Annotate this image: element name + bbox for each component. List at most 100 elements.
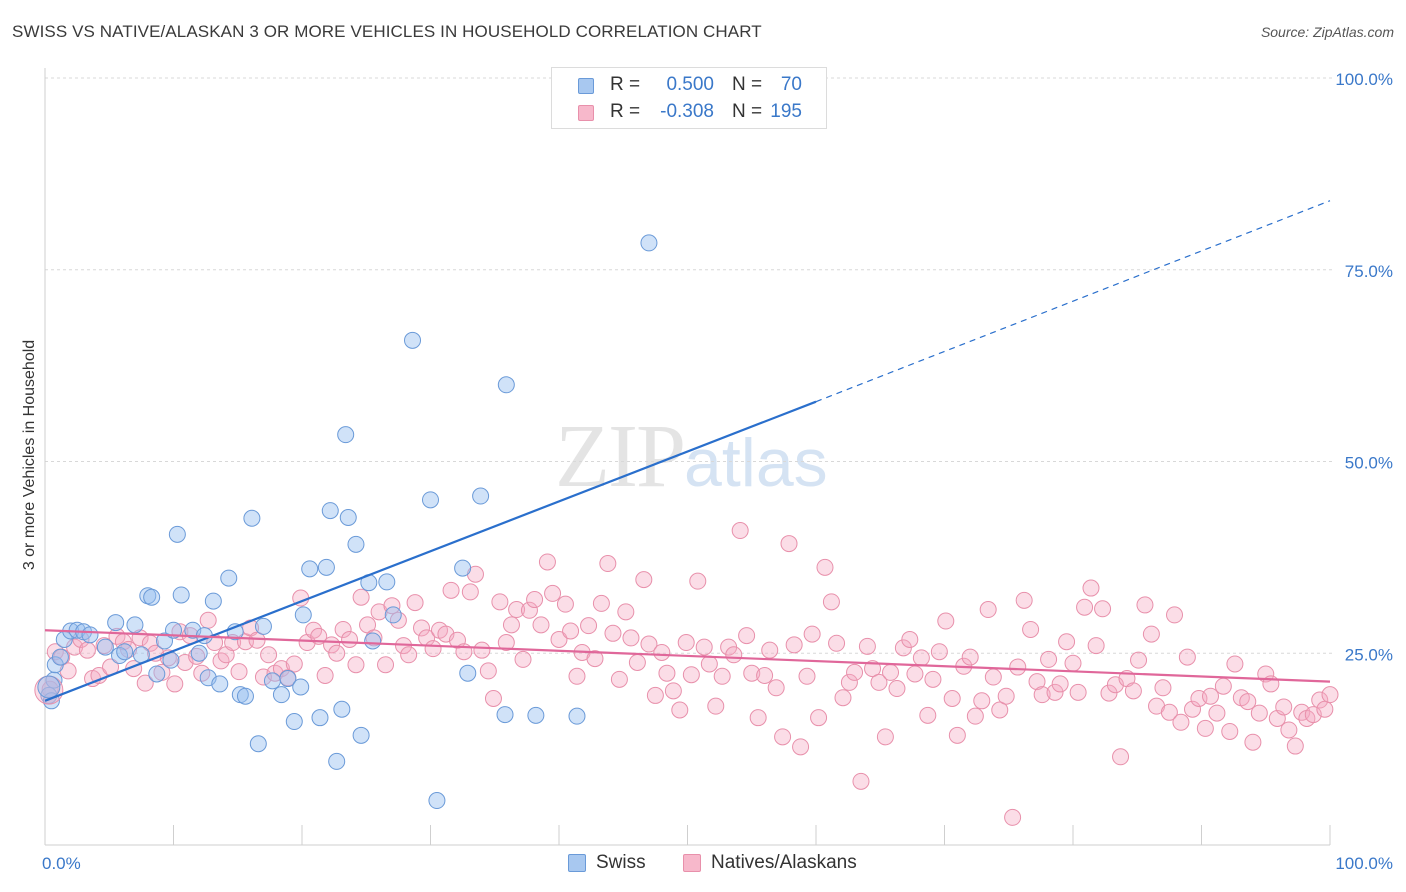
native-point	[230, 663, 248, 681]
swiss-point	[422, 491, 439, 509]
native-point	[713, 667, 731, 685]
native-point	[562, 622, 580, 640]
native-point	[1160, 703, 1178, 721]
native-point	[622, 629, 640, 647]
native-point	[1040, 650, 1058, 668]
native-point	[840, 673, 858, 691]
native-point	[1166, 606, 1184, 624]
swiss-point	[337, 426, 355, 444]
native-point	[136, 674, 154, 692]
native-point	[991, 701, 1009, 719]
native-point	[979, 601, 997, 619]
native-point	[377, 656, 395, 674]
native-point	[1280, 721, 1298, 739]
swiss-point	[249, 735, 267, 753]
swiss-point	[279, 670, 297, 688]
native-point	[1028, 673, 1046, 691]
natives-r-value: -0.308	[660, 101, 714, 122]
native-point	[90, 666, 108, 684]
swiss-point	[220, 569, 238, 587]
native-point	[285, 655, 303, 673]
native-point	[1178, 648, 1196, 666]
native-point	[248, 631, 266, 649]
native-point	[901, 630, 919, 648]
native-point	[1286, 737, 1304, 755]
native-point	[316, 666, 334, 684]
native-point	[973, 692, 991, 710]
native-point	[406, 594, 424, 612]
native-point	[497, 634, 515, 652]
native-point	[852, 772, 870, 790]
native-point	[888, 680, 906, 698]
swiss-point	[364, 632, 382, 650]
native-point	[919, 706, 937, 724]
native-point	[473, 641, 491, 659]
legend-swatch-natives	[683, 854, 701, 872]
y-tick-label-50: 50.0%	[1345, 454, 1393, 473]
native-point	[514, 650, 532, 668]
native-point	[731, 522, 749, 540]
legend-label-natives: Natives/Alaskans	[711, 852, 857, 873]
legend-item-natives[interactable]: Natives/Alaskans	[683, 852, 857, 874]
native-point	[1033, 686, 1051, 704]
native-point	[1087, 637, 1105, 655]
swiss-point	[347, 535, 365, 553]
native-point	[1009, 658, 1027, 676]
swiss-point	[301, 560, 319, 578]
swiss-point	[204, 592, 222, 610]
native-point	[966, 707, 984, 725]
native-point	[671, 701, 689, 719]
native-point	[1244, 733, 1262, 751]
native-point	[599, 555, 617, 573]
swiss-r-label: R =	[610, 74, 641, 95]
swiss-point	[317, 558, 335, 576]
native-point	[461, 583, 479, 601]
native-point	[912, 649, 930, 667]
swiss-point	[148, 665, 166, 683]
native-point	[700, 655, 718, 673]
swiss-point	[352, 726, 370, 744]
stats-box: R = 0.500 N = 70 R = -0.308 N = 195	[551, 67, 827, 129]
swiss-trend-extension	[815, 200, 1331, 403]
native-point	[484, 690, 502, 708]
native-point	[774, 728, 792, 746]
native-point	[479, 662, 497, 680]
native-point	[1004, 808, 1022, 826]
swiss-point	[51, 648, 69, 666]
native-point	[538, 553, 556, 571]
native-point	[1239, 693, 1257, 711]
y-tick-label-100: 100.0%	[1335, 70, 1393, 89]
swiss-point	[168, 525, 186, 543]
native-point	[1064, 654, 1082, 672]
native-point	[725, 646, 743, 664]
native-point	[948, 726, 966, 744]
swiss-point	[37, 675, 61, 699]
native-point	[526, 591, 544, 609]
native-point	[780, 535, 798, 553]
native-point	[1214, 677, 1232, 695]
native-point	[894, 639, 912, 657]
native-point	[199, 611, 217, 629]
native-point	[544, 584, 562, 602]
swiss-point	[243, 509, 261, 527]
swiss-point	[292, 678, 310, 696]
native-point	[610, 670, 628, 688]
native-point	[1154, 679, 1172, 697]
swiss-point	[640, 234, 658, 252]
native-point	[166, 675, 184, 693]
native-point	[1046, 683, 1064, 701]
native-point	[682, 666, 700, 684]
swiss-point	[126, 616, 144, 634]
stats-row-natives: R = -0.308 N = 195	[552, 101, 826, 129]
native-point	[413, 619, 431, 637]
native-point	[664, 682, 682, 700]
natives-n-value: 195	[770, 101, 802, 122]
native-point	[658, 664, 676, 682]
swiss-n-label: N =	[732, 74, 763, 95]
swiss-point	[459, 664, 477, 682]
native-point	[1058, 633, 1076, 651]
native-point	[695, 638, 713, 656]
native-point	[1022, 620, 1040, 638]
legend-item-swiss[interactable]: Swiss	[568, 852, 646, 874]
